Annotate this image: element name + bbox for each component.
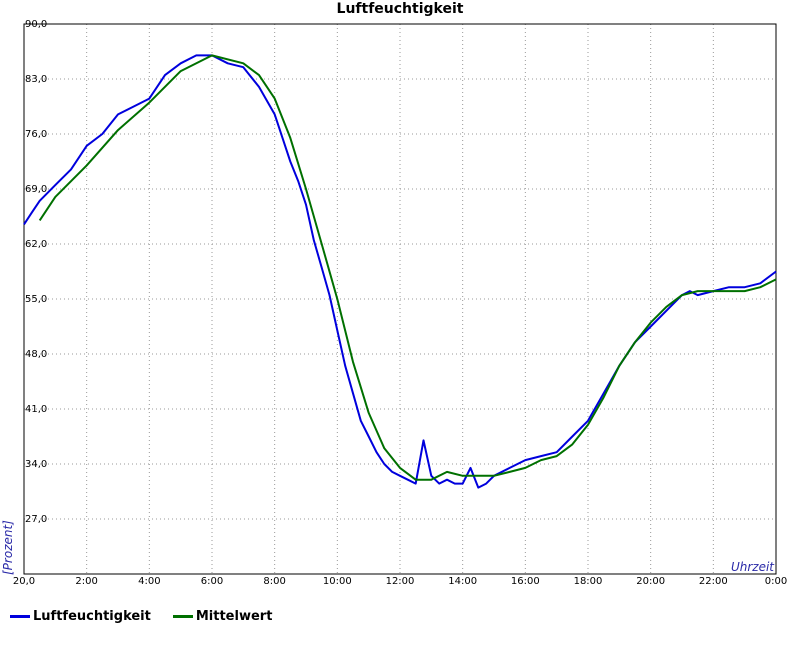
y-tick-label: 55,0 [25, 294, 47, 305]
x-tick-label: 0:00 [765, 576, 787, 587]
legend-swatch-humidity [10, 615, 30, 618]
y-tick-label: 34,0 [25, 459, 47, 470]
y-tick-label: 48,0 [25, 349, 47, 360]
y-tick-label: 27,0 [25, 514, 47, 525]
legend-label-humidity: Luftfeuchtigkeit [33, 609, 151, 624]
y-axis-label: [Prozent] [1, 520, 15, 575]
x-tick-label: 20,0 [13, 576, 35, 587]
x-tick-label: 22:00 [699, 576, 728, 587]
y-tick-label: 41,0 [25, 404, 47, 415]
x-tick-label: 20:00 [636, 576, 665, 587]
grid-lines [24, 24, 776, 574]
x-axis-label: Uhrzeit [731, 560, 775, 574]
y-tick-label: 69,0 [25, 184, 47, 195]
series-lines [23, 54, 777, 489]
x-tick-label: 10:00 [323, 576, 352, 587]
x-tick-label: 14:00 [448, 576, 477, 587]
legend-label-average: Mittelwert [195, 609, 273, 624]
x-tick-label: 8:00 [263, 576, 285, 587]
y-tick-label: 76,0 [25, 129, 47, 140]
tick-labels: 20,0 2:00 4:00 6:00 8:00 10:00 12:00 14:00 16:00… [13, 19, 787, 587]
chart-legend: Luftfeuchtigkeit Mittelwert [10, 609, 294, 624]
x-tick-label: 16:00 [511, 576, 540, 587]
plot-frame [23, 23, 777, 575]
average-series-line [38, 54, 777, 481]
legend-swatch-average [172, 615, 193, 618]
x-tick-label: 12:00 [386, 576, 415, 587]
x-tick-label: 18:00 [574, 576, 603, 587]
legend-item-humidity: Luftfeuchtigkeit [10, 609, 151, 624]
y-tick-label: 83,0 [25, 74, 47, 85]
legend-item-average: Mittelwert [172, 609, 273, 624]
chart-title: Luftfeuchtigkeit [337, 1, 464, 17]
x-tick-label: 4:00 [138, 576, 160, 587]
x-tick-label: 6:00 [201, 576, 223, 587]
x-tick-label: 2:00 [75, 576, 97, 587]
y-tick-label: 62,0 [25, 239, 47, 250]
